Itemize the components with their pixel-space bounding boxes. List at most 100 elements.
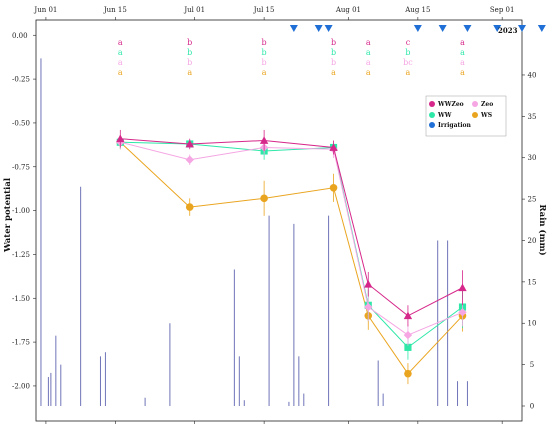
significance-letter: b <box>262 58 267 67</box>
series-ww <box>116 135 467 360</box>
y-axis-label: Water potential <box>3 177 13 253</box>
y-tick-label: -0.75 <box>12 163 30 171</box>
data-point <box>364 302 373 312</box>
significance-letter: a <box>187 68 192 77</box>
rain-bars <box>40 58 468 406</box>
y2-tick-label: 35 <box>528 113 537 121</box>
significance-letter: a <box>118 48 123 57</box>
significance-letter: b <box>331 38 336 47</box>
y-tick-label: -0.25 <box>12 76 30 84</box>
significance-letter: a <box>406 68 411 77</box>
series <box>116 129 467 385</box>
y-tick-label: -1.75 <box>12 339 30 347</box>
y2-axis-label: Rain (mm) <box>537 204 548 255</box>
y-tick-label: -0.50 <box>12 119 30 127</box>
irrigation-marker <box>537 25 546 32</box>
x-axis: Jun 01 Jun 15 Jul 01 Jul 15 Aug 01 Aug 15 Sep … <box>33 6 514 424</box>
series-wwzeo <box>116 129 467 327</box>
significance-letter: b <box>187 58 192 67</box>
significance-letter: b <box>187 48 192 57</box>
legend: WWZeo Zeo WW WS Irrigation <box>425 95 507 137</box>
y2-tick-label: 25 <box>528 196 537 204</box>
y-axis-right: 0 5 10 15 20 25 30 35 40 <box>522 71 537 411</box>
data-point <box>458 308 467 317</box>
series-line <box>120 141 463 336</box>
significance-letter: b <box>262 38 267 47</box>
significance-letter: a <box>460 58 465 67</box>
data-point <box>260 194 268 203</box>
x-tick-label: Jun 15 <box>103 6 127 14</box>
year-label: 2023 <box>498 26 518 35</box>
significance-letter: a <box>262 68 267 77</box>
significance-letter: b <box>331 48 336 57</box>
legend-label: WW <box>437 112 452 119</box>
x-tick-label: Jun 01 <box>33 6 57 14</box>
data-point <box>403 311 413 320</box>
y2-tick-label: 10 <box>528 320 537 328</box>
legend-swatch <box>429 122 435 128</box>
significance-letter: b <box>262 48 267 57</box>
series-line <box>119 141 463 375</box>
significance-letter: a <box>366 48 371 57</box>
significance-letter: a <box>460 68 465 77</box>
significance-letter: a <box>366 68 371 77</box>
data-point <box>329 143 338 151</box>
data-point <box>403 330 413 340</box>
irrigation-marker <box>324 25 333 32</box>
y2-tick-label: 15 <box>528 278 537 286</box>
significance-letter: b <box>187 38 192 47</box>
y-tick-label: 0.00 <box>12 32 28 40</box>
irrigation-marker <box>413 25 422 32</box>
legend-swatch <box>472 101 478 107</box>
series-ws <box>116 135 467 385</box>
irrigation-marker <box>438 25 447 32</box>
legend-label: WWZeo <box>437 101 464 108</box>
data-point <box>185 203 194 211</box>
significance-letter: a <box>118 38 123 47</box>
legend-swatch <box>429 101 435 107</box>
legend-label: Zeo <box>481 101 493 108</box>
y2-tick-label: 0 <box>530 403 534 411</box>
y2-tick-label: 40 <box>528 71 537 79</box>
data-point <box>404 343 412 351</box>
data-point <box>116 134 125 143</box>
data-point <box>185 155 194 164</box>
data-point <box>259 136 269 144</box>
y2-tick-label: 5 <box>530 361 534 369</box>
legend-label: Irrigation <box>438 122 472 129</box>
significance-letter: a <box>366 38 371 47</box>
data-point <box>458 283 467 292</box>
y-tick-label: -1.25 <box>12 251 30 259</box>
significance-letter: b <box>405 48 410 57</box>
significance-letter: a <box>118 58 123 67</box>
significance-letter: a <box>460 48 465 57</box>
plot-frame <box>35 19 523 422</box>
legend-swatch <box>429 112 435 118</box>
irrigation-marker <box>493 25 502 32</box>
y-axis-left: 0.00 -0.25 -0.50 -0.75 -1.00 -1.25 -1.50 -1.75 -… <box>12 32 36 390</box>
data-point <box>404 369 412 378</box>
significance-letter: a <box>460 38 465 47</box>
significance-letter: a <box>118 68 123 77</box>
y2-tick-label: 20 <box>528 237 537 245</box>
significance-letter: b <box>331 58 336 67</box>
y-tick-label: -2.00 <box>12 382 30 390</box>
legend-swatch <box>472 112 478 118</box>
y2-tick-label: 30 <box>528 154 537 162</box>
significance-letter: c <box>406 38 411 47</box>
series-zeo <box>116 135 467 346</box>
series-line <box>120 141 463 349</box>
irrigation-markers <box>289 25 546 32</box>
y-tick-label: -1.50 <box>12 295 30 303</box>
x-tick-label: Aug 01 <box>335 6 361 14</box>
legend-label: WS <box>480 112 492 119</box>
significance-letter: bc <box>403 58 413 67</box>
series-line <box>120 138 463 317</box>
x-tick-label: Jul 01 <box>183 6 205 14</box>
irrigation-marker <box>518 25 526 32</box>
x-tick-label: Jul 15 <box>253 6 275 14</box>
data-point <box>364 280 373 288</box>
significance-letter: a <box>366 58 371 67</box>
